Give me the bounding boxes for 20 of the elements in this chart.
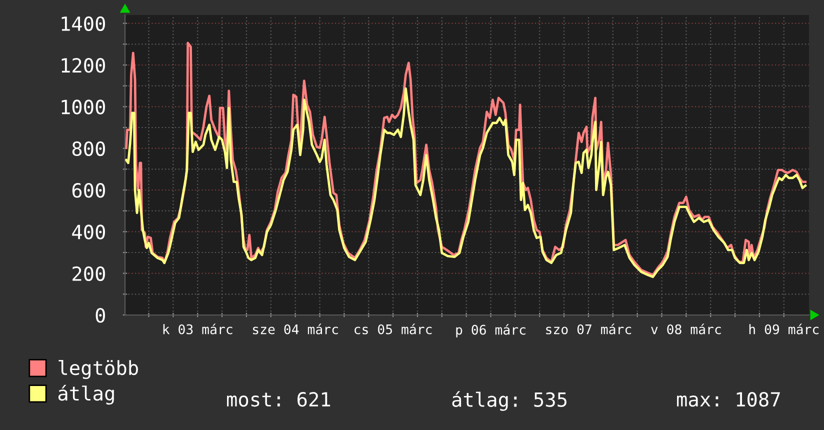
x-tick-label: szo 07 márc bbox=[546, 324, 632, 334]
x-tick-label: k 03 márc bbox=[163, 324, 232, 334]
y-tick-label: 1200 bbox=[62, 58, 105, 73]
y-tick-label: 1400 bbox=[62, 16, 105, 32]
x-tick-label: h 09 márc bbox=[749, 324, 819, 334]
text: max: 1087 bbox=[677, 392, 780, 407]
y-tick-label: 600 bbox=[72, 183, 105, 198]
y-tick-label: 0 bbox=[96, 308, 105, 323]
x-tick-label: p 06 márc bbox=[456, 324, 526, 338]
x-tick-label: cs 05 márc bbox=[354, 324, 432, 334]
y-tick-label: 200 bbox=[72, 266, 105, 282]
y-tick-label: 1000 bbox=[62, 100, 105, 114]
x-tick-label: sze 04 márc bbox=[253, 324, 338, 334]
x-tick-label: v 08 márc bbox=[651, 324, 721, 334]
text: átlag: 535 bbox=[452, 391, 567, 411]
text: most: 621 bbox=[227, 392, 330, 407]
y-tick-label: 800 bbox=[72, 141, 105, 156]
y-tick-label: 400 bbox=[72, 224, 105, 240]
legend-label: átlag bbox=[58, 384, 114, 405]
legend-label: legtöbb bbox=[58, 360, 138, 380]
